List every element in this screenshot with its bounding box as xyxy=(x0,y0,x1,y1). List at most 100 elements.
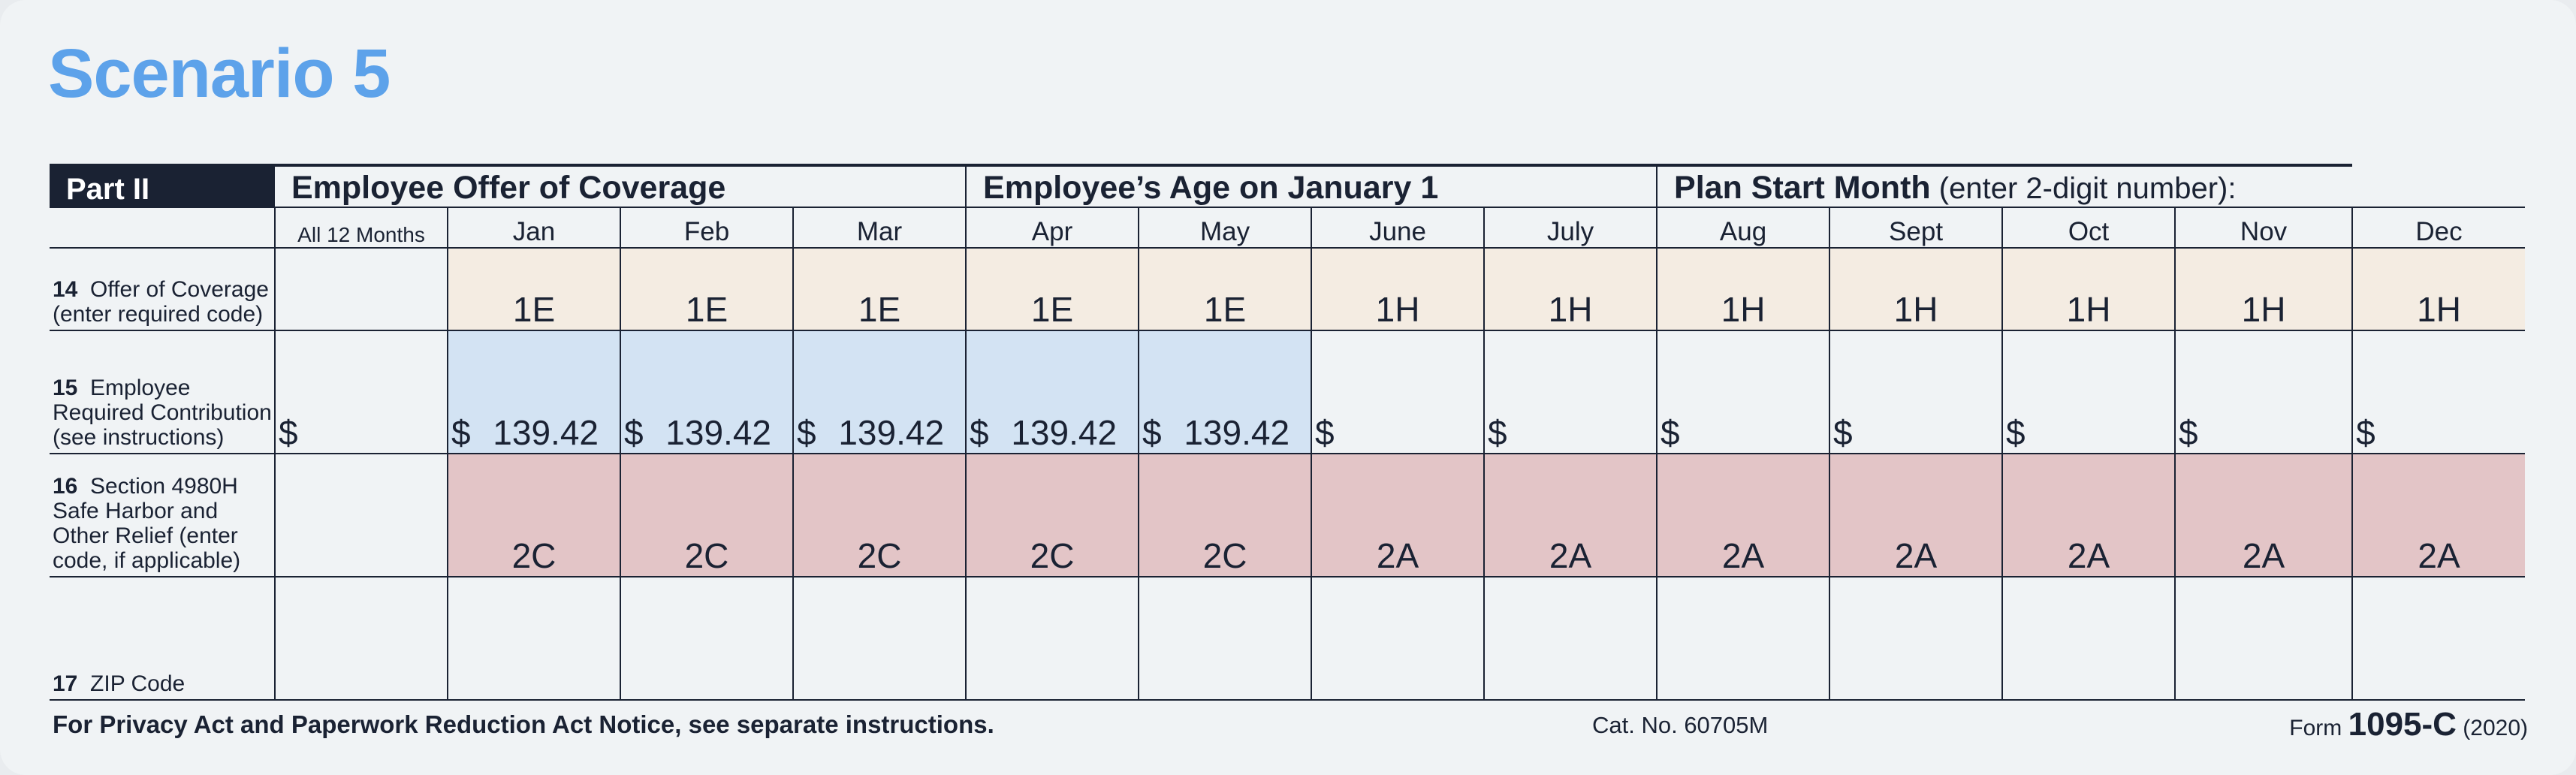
row-14-sept-cell[interactable]: 1H xyxy=(1829,247,2003,330)
row-17-july-cell[interactable] xyxy=(1483,576,1658,701)
row-14-mar-cell[interactable]: 1E xyxy=(792,247,967,330)
row-16-dec-cell[interactable]: 2A xyxy=(2351,453,2525,577)
row-17-oct-cell[interactable] xyxy=(2001,576,2176,701)
contribution-amount: 139.42 xyxy=(838,413,945,452)
row-14-offer-of-coverage: 14 Offer of Coverage (enter required cod… xyxy=(50,247,2525,330)
row-15-number: 15 xyxy=(53,375,78,400)
page-title: Scenario 5 xyxy=(48,35,391,112)
row-17-number: 17 xyxy=(53,671,78,696)
row-16-may-cell[interactable]: 2C xyxy=(1138,453,1312,577)
row-17-mar-cell[interactable] xyxy=(792,576,967,701)
part-ii-table: Part II Employee Offer of Coverage Emplo… xyxy=(50,164,2525,701)
row-17-nov-cell[interactable] xyxy=(2174,576,2353,701)
plan-start-month-label: Plan Start Month xyxy=(1674,170,1931,206)
row-14-apr-cell[interactable]: 1E xyxy=(965,247,1139,330)
row-15-july-cell[interactable]: $ xyxy=(1483,330,1658,454)
catalog-number: Cat. No. 60705M xyxy=(1592,712,1769,738)
dollar-sign: $ xyxy=(451,413,471,452)
row-17-aug-cell[interactable] xyxy=(1656,576,1830,701)
form-year: (2020) xyxy=(2456,716,2528,740)
row-16-label: 16 Section 4980H Safe Harbor and Other R… xyxy=(50,453,275,577)
month-header-row: All 12 Months Jan Feb Mar Apr May June July Aug… xyxy=(50,207,2525,248)
row-15-june-cell[interactable]: $ xyxy=(1311,330,1485,454)
row-16-june-cell[interactable]: 2A xyxy=(1311,453,1485,577)
month-header-apr: Apr xyxy=(965,207,1139,248)
row-16-mar-cell[interactable]: 2C xyxy=(792,453,967,577)
row-15-oct-cell[interactable]: $ xyxy=(2001,330,2176,454)
row-15-mar-cell[interactable]: $139.42 xyxy=(792,330,967,454)
row-16-oct-cell[interactable]: 2A xyxy=(2001,453,2176,577)
dollar-sign: $ xyxy=(1661,413,1680,452)
row-14-all-12-months[interactable] xyxy=(274,247,448,330)
row-15-jan-cell[interactable]: $139.42 xyxy=(447,330,620,454)
month-header-dec: Dec xyxy=(2351,207,2525,248)
contribution-amount: 139.42 xyxy=(1011,413,1118,452)
row-16-safe-harbor: 16 Section 4980H Safe Harbor and Other R… xyxy=(50,453,2525,577)
row-15-label-text: Employee Required Contribution (see inst… xyxy=(53,375,272,450)
row-15-dec-cell[interactable]: $ xyxy=(2351,330,2525,454)
row-14-aug-cell[interactable]: 1H xyxy=(1656,247,1830,330)
row-14-june-cell[interactable]: 1H xyxy=(1311,247,1485,330)
row-14-dec-cell[interactable]: 1H xyxy=(2351,247,2525,330)
dollar-sign: $ xyxy=(797,413,816,452)
form-prefix: Form xyxy=(2289,716,2348,740)
row-15-nov-cell[interactable]: $ xyxy=(2174,330,2353,454)
row-17-june-cell[interactable] xyxy=(1311,576,1485,701)
row-16-sept-cell[interactable]: 2A xyxy=(1829,453,2003,577)
row-14-july-cell[interactable]: 1H xyxy=(1483,247,1658,330)
month-header-aug: Aug xyxy=(1656,207,1830,248)
row-17-zip-code: 17 ZIP Code xyxy=(50,576,2525,701)
dollar-sign: $ xyxy=(279,413,298,452)
row-14-oct-cell[interactable]: 1H xyxy=(2001,247,2176,330)
contribution-amount: 139.42 xyxy=(665,413,771,452)
row-14-feb-cell[interactable]: 1E xyxy=(620,247,793,330)
form-number: 1095-C xyxy=(2348,706,2457,743)
part-header-row: Part II Employee Offer of Coverage Emplo… xyxy=(50,164,2525,207)
row-16-apr-cell[interactable]: 2C xyxy=(965,453,1139,577)
row-15-all-12-months[interactable]: $ xyxy=(274,330,448,454)
row-17-may-cell[interactable] xyxy=(1138,576,1312,701)
plan-start-month-note: (enter 2-digit number): xyxy=(1930,172,2237,205)
row-17-label-text: ZIP Code xyxy=(90,671,186,696)
row-15-sept-cell[interactable]: $ xyxy=(1829,330,2003,454)
row-15-feb-cell[interactable]: $139.42 xyxy=(620,330,793,454)
row-16-aug-cell[interactable]: 2A xyxy=(1656,453,1830,577)
row-17-apr-cell[interactable] xyxy=(965,576,1139,701)
part-label: Part II xyxy=(50,164,275,207)
dollar-sign: $ xyxy=(1488,413,1507,452)
month-header-mar: Mar xyxy=(792,207,967,248)
row-17-jan-cell[interactable] xyxy=(447,576,620,701)
row-16-number: 16 xyxy=(53,474,78,499)
row-17-feb-cell[interactable] xyxy=(620,576,793,701)
dollar-sign: $ xyxy=(1833,413,1853,452)
dollar-sign: $ xyxy=(1315,413,1335,452)
month-header-nov: Nov xyxy=(2174,207,2353,248)
month-header-june: June xyxy=(1311,207,1485,248)
all-12-months-header: All 12 Months xyxy=(274,207,448,248)
row-15-employee-contribution: 15 Employee Required Contribution (see i… xyxy=(50,330,2525,454)
row-15-apr-cell[interactable]: $139.42 xyxy=(965,330,1139,454)
row-14-jan-cell[interactable]: 1E xyxy=(447,247,620,330)
row-14-may-cell[interactable]: 1E xyxy=(1138,247,1312,330)
row-16-all-12-months[interactable] xyxy=(274,453,448,577)
row-17-sept-cell[interactable] xyxy=(1829,576,2003,701)
row-16-nov-cell[interactable]: 2A xyxy=(2174,453,2353,577)
dollar-sign: $ xyxy=(624,413,644,452)
row-15-label: 15 Employee Required Contribution (see i… xyxy=(50,330,275,454)
row-15-may-cell[interactable]: $139.42 xyxy=(1138,330,1312,454)
header-plan-start-month: Plan Start Month (enter 2-digit number): xyxy=(1657,164,2353,207)
row-16-feb-cell[interactable]: 2C xyxy=(620,453,793,577)
form-footer: For Privacy Act and Paperwork Reduction … xyxy=(53,706,2528,743)
privacy-notice: For Privacy Act and Paperwork Reduction … xyxy=(53,710,994,738)
dollar-sign: $ xyxy=(970,413,989,452)
row-15-aug-cell[interactable]: $ xyxy=(1656,330,1830,454)
row-16-jan-cell[interactable]: 2C xyxy=(447,453,620,577)
row-16-july-cell[interactable]: 2A xyxy=(1483,453,1658,577)
month-header-may: May xyxy=(1138,207,1312,248)
month-header-jan: Jan xyxy=(447,207,620,248)
row-17-all-12-months[interactable] xyxy=(274,576,448,701)
dollar-sign: $ xyxy=(2006,413,2026,452)
contribution-amount: 139.42 xyxy=(493,413,599,452)
row-17-dec-cell[interactable] xyxy=(2351,576,2525,701)
row-14-nov-cell[interactable]: 1H xyxy=(2174,247,2353,330)
